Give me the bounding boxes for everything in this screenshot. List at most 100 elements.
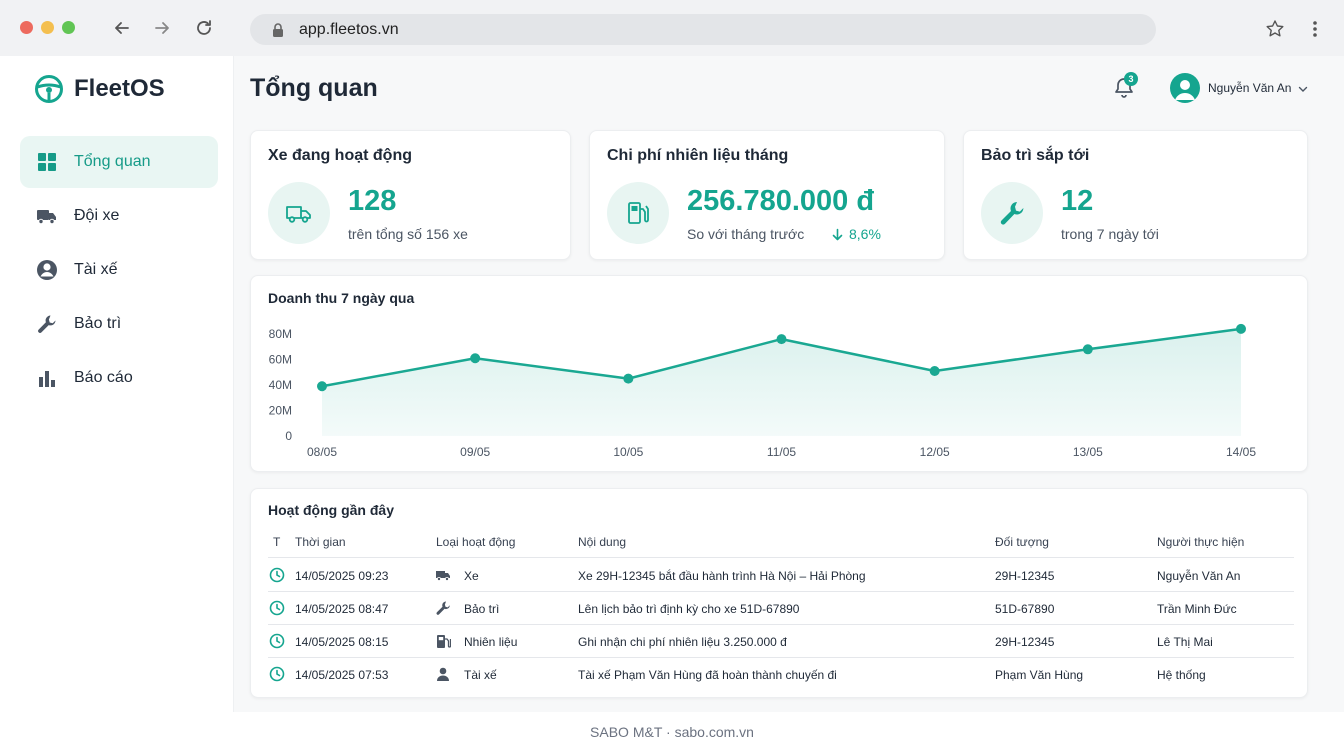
bar-chart-icon [36, 367, 58, 389]
kpi-title: Chi phí nhiên liệu tháng [607, 147, 789, 164]
truck-icon [436, 571, 450, 581]
y-tick-label: 0 [285, 429, 292, 443]
y-tick-label: 20M [269, 404, 292, 418]
sidebar-item-label: Tài xế [74, 261, 118, 278]
kpi-icon-circle [981, 182, 1043, 244]
kpi-title: Xe đang hoạt động [268, 147, 412, 164]
sidebar-item-label: Tổng quan [74, 153, 151, 170]
row-content: Tài xế Phạm Văn Hùng đã hoàn thành chuyế… [578, 668, 837, 682]
clock-icon [269, 666, 285, 682]
truck-icon [286, 206, 311, 223]
forward-button[interactable] [150, 16, 174, 40]
divider [268, 624, 1294, 625]
sidebar-item-maintenance[interactable]: Bảo trì [20, 298, 218, 350]
kpi-value: 256.780.000 đ [687, 185, 875, 217]
kpi-value: 128 [348, 185, 397, 217]
x-tick-label: 12/05 [920, 445, 950, 459]
reload-icon [197, 20, 211, 35]
chart-point [1082, 344, 1093, 355]
logo[interactable]: FleetOS [34, 74, 165, 104]
kpi-icon-circle [607, 182, 669, 244]
chart-point [1236, 323, 1246, 334]
x-tick-label: 10/05 [613, 445, 643, 459]
avatar[interactable] [1170, 73, 1200, 103]
browser-menu-button[interactable] [1304, 18, 1326, 40]
footer-text: SABO M&T · sabo.com.vn [590, 724, 754, 740]
x-tick-label: 14/05 [1226, 445, 1256, 459]
clock-icon [269, 633, 285, 649]
column-header-sort[interactable]: T [273, 535, 281, 549]
kpi-card-fuel-cost: Chi phí nhiên liệu tháng 256.780.000 đ S… [589, 130, 945, 260]
sidebar-item-label: Báo cáo [74, 369, 133, 386]
minimize-window-button[interactable] [41, 21, 54, 34]
row-actor: Hệ thống [1157, 668, 1206, 682]
driver-icon [36, 259, 58, 281]
chart-title: Doanh thu 7 ngày qua [268, 290, 415, 306]
address-bar[interactable]: app.fleetos.vn [250, 14, 1156, 45]
y-tick-label: 60M [269, 353, 292, 367]
row-target: 29H-12345 [995, 569, 1055, 583]
sidebar: FleetOS Tổng quan Đội xe Tài xế Bảo trì [0, 56, 234, 712]
x-tick-label: 11/05 [767, 445, 796, 459]
chart-area-fill [322, 328, 1241, 436]
user-name[interactable]: Nguyễn Văn An [1208, 81, 1292, 95]
sidebar-item-reports[interactable]: Báo cáo [20, 352, 218, 404]
truck-icon [36, 205, 58, 227]
fuel-pump-icon [628, 202, 649, 224]
kpi-change: 8,6% [831, 226, 881, 242]
row-time: 14/05/2025 09:23 [295, 569, 389, 583]
more-vertical-icon [1313, 21, 1317, 37]
kpi-subtext: trong 7 ngày tới [1061, 226, 1159, 242]
kpi-icon-circle [268, 182, 330, 244]
chevron-down-icon[interactable] [1297, 83, 1309, 95]
grid-icon [36, 151, 58, 173]
divider [268, 657, 1294, 658]
sidebar-item-fleet[interactable]: Đội xe [20, 190, 218, 242]
star-icon [1266, 20, 1284, 37]
notification-badge: 3 [1124, 72, 1138, 86]
revenue-chart-card: Doanh thu 7 ngày qua 0 20M 40M 60M 80M 08/05 0… [250, 275, 1308, 472]
y-tick-label: 80M [269, 327, 292, 341]
person-icon [437, 667, 449, 681]
column-header-type[interactable]: Loại hoạt động [436, 535, 516, 549]
arrow-right-icon [155, 22, 169, 34]
kpi-subtext: trên tổng số 156 xe [348, 226, 468, 242]
chart-point [776, 334, 787, 345]
user-icon [1175, 80, 1195, 100]
row-content: Ghi nhận chi phí nhiên liệu 3.250.000 đ [578, 635, 787, 649]
row-time: 14/05/2025 08:47 [295, 602, 389, 616]
column-header-time[interactable]: Thời gian [295, 535, 346, 549]
sidebar-item-label: Đội xe [74, 207, 120, 224]
maximize-window-button[interactable] [62, 21, 75, 34]
steering-wheel-icon [35, 75, 63, 103]
sidebar-item-label: Bảo trì [74, 315, 122, 332]
sidebar-item-overview[interactable]: Tổng quan [20, 136, 218, 188]
arrow-left-icon [115, 22, 129, 34]
back-button[interactable] [110, 16, 134, 40]
row-type: Bảo trì [464, 602, 500, 616]
reload-button[interactable] [192, 16, 216, 40]
close-window-button[interactable] [20, 21, 33, 34]
lock-icon [273, 22, 283, 37]
row-content: Xe 29H-12345 bắt đầu hành trình Hà Nội –… [578, 569, 866, 583]
row-target: Phạm Văn Hùng [995, 668, 1084, 682]
row-type: Xe [464, 569, 479, 583]
sidebar-item-drivers[interactable]: Tài xế [20, 244, 218, 296]
row-time: 14/05/2025 08:15 [295, 635, 389, 649]
activity-card: Hoạt động gần đây T Thời gian Loại hoạt … [250, 488, 1308, 698]
clock-icon [269, 567, 285, 583]
app-name: FleetOS [74, 75, 165, 102]
kpi-card-upcoming-maintenance: Bảo trì sắp tới 12 trong 7 ngày tới [963, 130, 1308, 260]
x-tick-label: 09/05 [460, 445, 490, 459]
browser-chrome: app.fleetos.vn [0, 0, 1344, 56]
wrench-icon [436, 601, 450, 615]
column-header-target[interactable]: Đối tượng [995, 535, 1049, 549]
revenue-chart: 0 20M 40M 60M 80M 08/05 09/05 10/05 11/05 12/05 13… [269, 323, 1256, 459]
column-header-actor[interactable]: Người thực hiện [1157, 535, 1245, 549]
column-header-content[interactable]: Nội dung [578, 535, 627, 549]
wrench-icon [1000, 202, 1024, 225]
row-actor: Lê Thị Mai [1157, 635, 1213, 649]
row-actor: Nguyễn Văn An [1157, 569, 1241, 583]
chart-point [317, 381, 327, 392]
bookmark-button[interactable] [1264, 18, 1286, 40]
